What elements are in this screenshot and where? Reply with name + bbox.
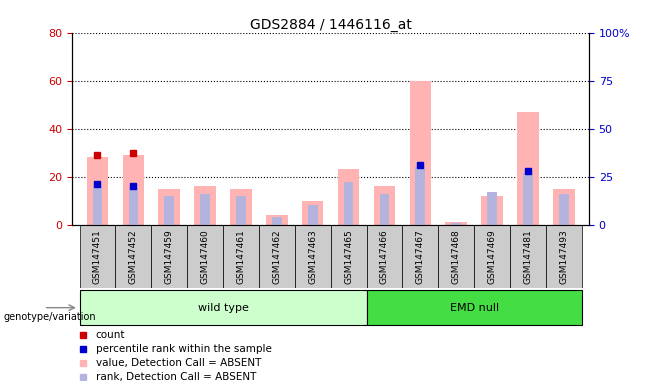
- Bar: [438, 225, 474, 288]
- Bar: [367, 290, 582, 325]
- Bar: [367, 225, 403, 288]
- Text: GSM147460: GSM147460: [201, 229, 210, 284]
- Bar: [523, 173, 533, 225]
- Bar: [481, 196, 503, 225]
- Text: GSM147465: GSM147465: [344, 229, 353, 284]
- Text: GSM147459: GSM147459: [164, 229, 174, 284]
- Text: GSM147462: GSM147462: [272, 229, 282, 284]
- Text: GSM147468: GSM147468: [451, 229, 461, 284]
- Bar: [474, 225, 510, 288]
- Bar: [128, 188, 138, 225]
- Bar: [259, 225, 295, 288]
- Text: EMD null: EMD null: [449, 303, 499, 313]
- Bar: [272, 217, 282, 225]
- Text: percentile rank within the sample: percentile rank within the sample: [95, 344, 272, 354]
- Bar: [338, 169, 359, 225]
- Bar: [403, 225, 438, 288]
- Bar: [236, 196, 246, 225]
- Title: GDS2884 / 1446116_at: GDS2884 / 1446116_at: [249, 18, 412, 31]
- Bar: [374, 186, 395, 225]
- Bar: [451, 223, 461, 225]
- Bar: [295, 225, 330, 288]
- Bar: [115, 225, 151, 288]
- Bar: [380, 194, 390, 225]
- Text: wild type: wild type: [197, 303, 249, 313]
- Text: value, Detection Call = ABSENT: value, Detection Call = ABSENT: [95, 358, 261, 368]
- Bar: [223, 225, 259, 288]
- Text: GSM147463: GSM147463: [308, 229, 317, 284]
- Bar: [559, 194, 569, 225]
- Bar: [151, 225, 187, 288]
- Bar: [187, 225, 223, 288]
- Bar: [80, 290, 367, 325]
- Text: GSM147451: GSM147451: [93, 229, 102, 284]
- Bar: [409, 81, 431, 225]
- Bar: [415, 167, 425, 225]
- Bar: [308, 205, 318, 225]
- Text: GSM147469: GSM147469: [488, 229, 497, 284]
- Bar: [164, 196, 174, 225]
- Bar: [553, 189, 574, 225]
- Bar: [330, 225, 367, 288]
- Bar: [546, 225, 582, 288]
- Bar: [510, 225, 546, 288]
- Bar: [517, 112, 539, 225]
- Text: GSM147493: GSM147493: [559, 229, 569, 284]
- Bar: [200, 194, 210, 225]
- Text: genotype/variation: genotype/variation: [3, 312, 96, 322]
- Text: GSM147481: GSM147481: [523, 229, 532, 284]
- Bar: [159, 189, 180, 225]
- Bar: [230, 189, 252, 225]
- Text: GSM147467: GSM147467: [416, 229, 425, 284]
- Text: count: count: [95, 330, 125, 340]
- Text: GSM147466: GSM147466: [380, 229, 389, 284]
- Bar: [93, 186, 103, 225]
- Bar: [487, 192, 497, 225]
- Bar: [122, 155, 144, 225]
- Bar: [445, 222, 467, 225]
- Text: GSM147461: GSM147461: [236, 229, 245, 284]
- Text: rank, Detection Call = ABSENT: rank, Detection Call = ABSENT: [95, 372, 256, 382]
- Bar: [302, 200, 324, 225]
- Text: GSM147452: GSM147452: [129, 229, 138, 284]
- Bar: [87, 157, 109, 225]
- Bar: [80, 225, 115, 288]
- Bar: [343, 182, 353, 225]
- Bar: [194, 186, 216, 225]
- Bar: [266, 215, 288, 225]
